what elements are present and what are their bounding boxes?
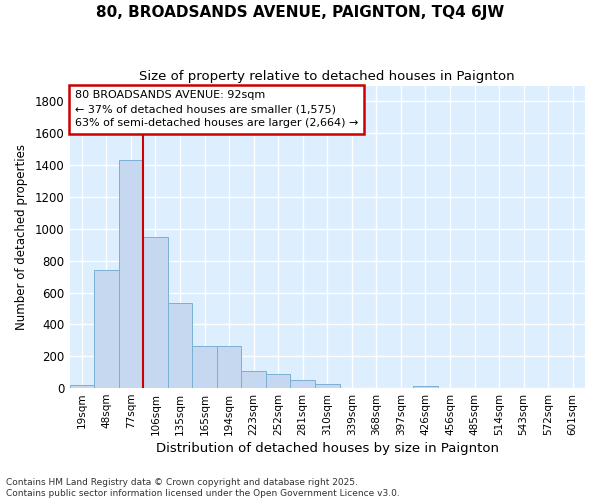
Bar (119, 160, 143, 388)
Bar (413, 386, 438, 388)
Bar (266, 374, 290, 388)
Bar (192, 346, 217, 388)
Text: 80 BROADSANDS AVENUE: 92sqm
← 37% of detached houses are smaller (1,575)
63% of : 80 BROADSANDS AVENUE: 92sqm ← 37% of det… (75, 90, 358, 128)
Bar (241, 372, 266, 388)
Bar (217, 346, 241, 388)
Bar (290, 380, 315, 388)
Y-axis label: Number of detached properties: Number of detached properties (15, 144, 28, 330)
Bar (70, 385, 94, 388)
X-axis label: Distribution of detached houses by size in Paignton: Distribution of detached houses by size … (156, 442, 499, 455)
Bar (143, 237, 168, 388)
Bar (315, 384, 340, 388)
Text: 80, BROADSANDS AVENUE, PAIGNTON, TQ4 6JW: 80, BROADSANDS AVENUE, PAIGNTON, TQ4 6JW (96, 5, 504, 20)
Text: Contains HM Land Registry data © Crown copyright and database right 2025.
Contai: Contains HM Land Registry data © Crown c… (6, 478, 400, 498)
Bar (168, 303, 192, 388)
Bar (94, 270, 119, 388)
Title: Size of property relative to detached houses in Paignton: Size of property relative to detached ho… (139, 70, 515, 83)
